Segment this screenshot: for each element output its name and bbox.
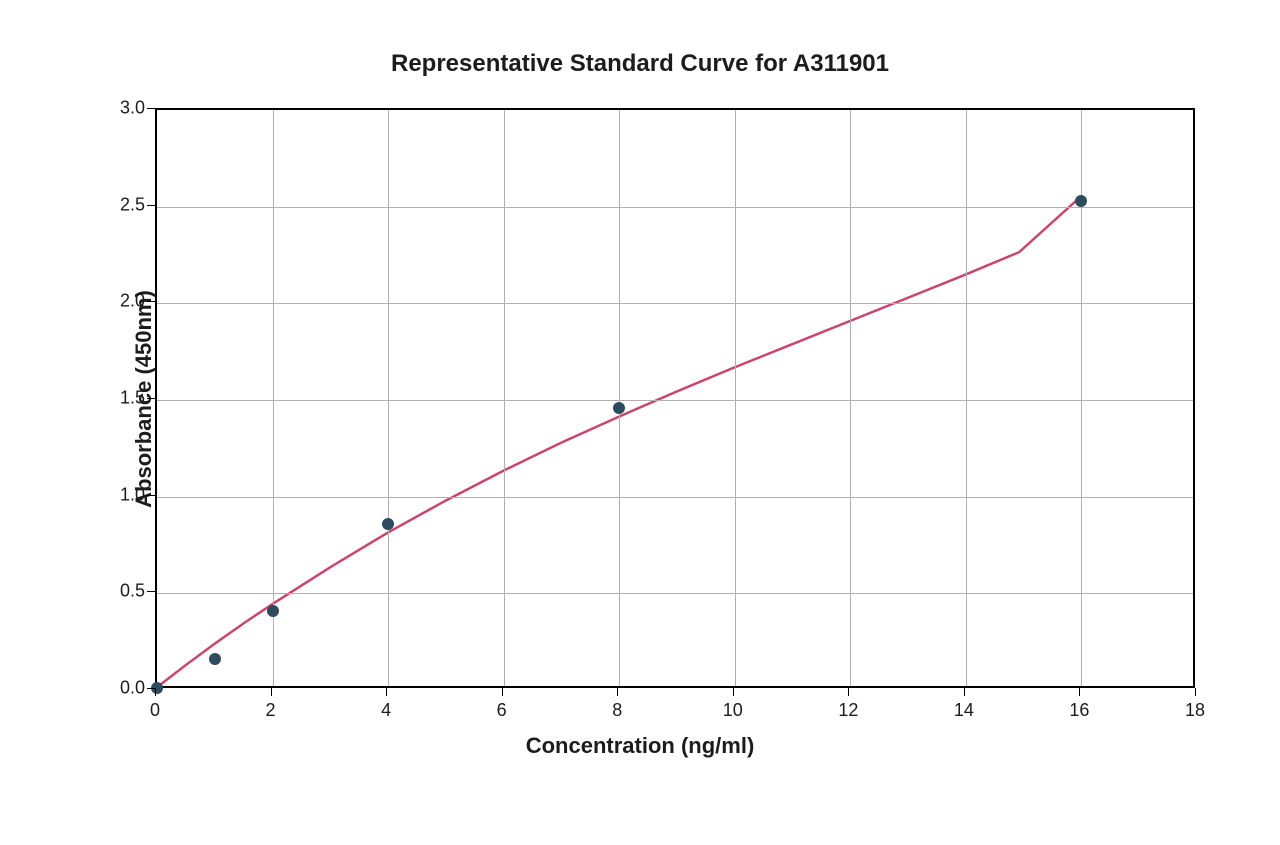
fitted-curve <box>157 110 1193 686</box>
grid-line-vertical <box>850 110 851 686</box>
chart-title: Representative Standard Curve for A31190… <box>391 50 889 78</box>
grid-line-horizontal <box>157 497 1193 498</box>
data-point <box>382 518 394 530</box>
x-tick-mark <box>502 688 503 696</box>
y-tick-label: 0.5 <box>105 581 145 602</box>
x-tick-mark <box>271 688 272 696</box>
grid-line-vertical <box>388 110 389 686</box>
x-tick-mark <box>617 688 618 696</box>
y-tick-mark <box>147 495 155 496</box>
y-tick-label: 1.0 <box>105 484 145 505</box>
y-tick-mark <box>147 301 155 302</box>
x-tick-label: 16 <box>1069 700 1089 721</box>
x-tick-label: 0 <box>150 700 160 721</box>
data-point <box>1075 195 1087 207</box>
grid-line-vertical <box>504 110 505 686</box>
y-tick-label: 3.0 <box>105 98 145 119</box>
y-tick-mark <box>147 205 155 206</box>
x-tick-label: 18 <box>1185 700 1205 721</box>
x-tick-mark <box>1195 688 1196 696</box>
x-tick-label: 12 <box>838 700 858 721</box>
y-tick-mark <box>147 591 155 592</box>
data-point <box>613 402 625 414</box>
grid-line-horizontal <box>157 303 1193 304</box>
x-tick-mark <box>155 688 156 696</box>
x-tick-label: 10 <box>723 700 743 721</box>
x-tick-label: 4 <box>381 700 391 721</box>
y-tick-label: 2.5 <box>105 194 145 215</box>
grid-line-vertical <box>966 110 967 686</box>
data-point <box>267 605 279 617</box>
grid-line-vertical <box>273 110 274 686</box>
data-point <box>209 653 221 665</box>
grid-line-horizontal <box>157 400 1193 401</box>
grid-line-horizontal <box>157 207 1193 208</box>
y-tick-label: 2.0 <box>105 291 145 312</box>
x-tick-label: 14 <box>954 700 974 721</box>
grid-line-vertical <box>619 110 620 686</box>
x-tick-mark <box>848 688 849 696</box>
y-tick-mark <box>147 398 155 399</box>
x-tick-label: 8 <box>612 700 622 721</box>
x-tick-label: 6 <box>497 700 507 721</box>
grid-line-horizontal <box>157 593 1193 594</box>
grid-line-vertical <box>735 110 736 686</box>
x-tick-label: 2 <box>266 700 276 721</box>
y-tick-mark <box>147 108 155 109</box>
x-tick-mark <box>1079 688 1080 696</box>
x-tick-mark <box>386 688 387 696</box>
chart-container: Representative Standard Curve for A31190… <box>0 0 1280 845</box>
y-tick-label: 0.0 <box>105 678 145 699</box>
x-tick-mark <box>733 688 734 696</box>
x-tick-mark <box>964 688 965 696</box>
x-axis-label: Concentration (ng/ml) <box>526 733 755 759</box>
y-tick-label: 1.5 <box>105 388 145 409</box>
plot-area <box>155 108 1195 688</box>
y-tick-mark <box>147 688 155 689</box>
